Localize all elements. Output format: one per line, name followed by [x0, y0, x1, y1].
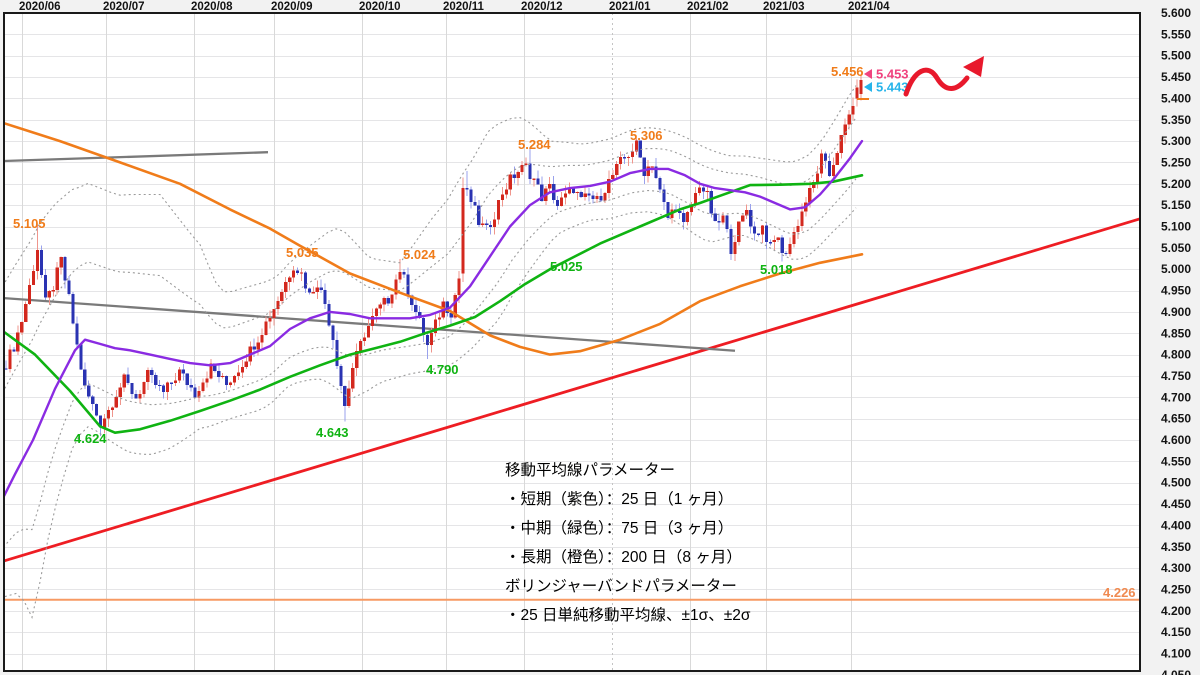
- price-annotation: 5.024: [403, 247, 436, 262]
- x-axis-label: 2020/09: [271, 1, 313, 13]
- y-axis-label: 4.550: [1161, 454, 1191, 468]
- y-axis-label: 4.300: [1161, 561, 1191, 575]
- x-axis: 2020/06 2020/07 2020/08 2020/09 2020/10 2020/…: [19, 1, 890, 13]
- trend-arrow-head-icon: [963, 56, 984, 77]
- price-marker-triangle-icon: [864, 82, 872, 92]
- price-annotation: 4.790: [426, 362, 459, 377]
- ma-line-200-day: [4, 121, 864, 356]
- y-axis-label: 4.950: [1161, 284, 1191, 298]
- y-axis-label: 4.450: [1161, 497, 1191, 511]
- x-axis-label: 2021/02: [687, 1, 729, 13]
- bollinger-band-minus1-sigma: [4, 178, 857, 548]
- price-marker-label: 5.453: [876, 67, 909, 82]
- bollinger-band-minus2-sigma: [4, 207, 857, 619]
- price-annotation: 5.456: [831, 64, 864, 79]
- price-annotation: 5.306: [630, 128, 663, 143]
- y-axis-label: 5.600: [1161, 6, 1191, 20]
- note-line-mid-term: ・中期（緑色）：75 日（3 ヶ月）: [505, 520, 734, 537]
- support-trendline-red: [4, 217, 1140, 563]
- y-axis-label: 4.150: [1161, 625, 1191, 639]
- y-axis-label: 4.750: [1161, 369, 1191, 383]
- ma-line-25-day: [4, 139, 864, 499]
- y-axis-label: 4.900: [1161, 305, 1191, 319]
- note-line-long-term: ・長期（橙色）：200 日（8 ヶ月）: [505, 549, 742, 566]
- y-axis-label: 4.700: [1161, 390, 1191, 404]
- y-axis: 5.600 5.550 5.500 5.450 5.400 5.350 5.300 5.250…: [1161, 6, 1191, 675]
- y-axis-label: 5.300: [1161, 134, 1191, 148]
- h-gridlines: [4, 13, 1140, 655]
- y-axis-label: 5.250: [1161, 155, 1191, 169]
- price-annotation: 4.643: [316, 425, 349, 440]
- x-axis-label: 2021/04: [848, 1, 890, 13]
- x-axis-label: 2020/08: [191, 1, 233, 13]
- y-axis-label: 4.500: [1161, 476, 1191, 490]
- y-axis-label: 4.100: [1161, 647, 1191, 661]
- note-title-bollinger: ボリンジャーバンドパラメーター: [505, 578, 737, 595]
- y-axis-label: 4.650: [1161, 412, 1191, 426]
- note-title-ma: 移動平均線パラメーター: [505, 462, 676, 479]
- x-axis-label: 2020/12: [521, 1, 563, 13]
- price-marker-triangle-icon: [864, 69, 872, 79]
- price-annotation: 4.226: [1103, 585, 1136, 600]
- y-axis-label: 4.800: [1161, 348, 1191, 362]
- x-axis-label: 2020/10: [359, 1, 401, 13]
- note-line-bollinger: ・25 日単純移動平均線、±1σ、±2σ: [505, 607, 751, 624]
- y-axis-label: 4.200: [1161, 604, 1191, 618]
- price-annotation: 5.105: [13, 216, 46, 231]
- price-annotations: 5.105 5.035 5.024 5.284 5.306 5.456 4.624 4.643…: [13, 64, 1136, 600]
- x-axis-label: 2020/07: [103, 1, 145, 13]
- gray-trendline-upper: [4, 151, 269, 163]
- y-axis-label: 5.150: [1161, 198, 1191, 212]
- note-line-short-term: ・短期（紫色）：25 日（1 ヶ月）: [505, 491, 734, 508]
- x-axis-label: 2020/06: [19, 1, 61, 13]
- y-axis-label: 5.400: [1161, 91, 1191, 105]
- y-axis-label: 4.050: [1161, 668, 1191, 675]
- plot-bg: [4, 13, 1140, 671]
- y-axis-label: 4.400: [1161, 518, 1191, 532]
- v-gridlines: [22, 13, 852, 671]
- plot-layer: [4, 13, 1140, 671]
- price-annotation: 5.025: [550, 259, 583, 274]
- parameter-note: 移動平均線パラメーター ・短期（紫色）：25 日（1 ヶ月） ・中期（緑色）：7…: [505, 456, 750, 630]
- y-axis-label: 5.450: [1161, 70, 1191, 84]
- price-annotation: 5.035: [286, 245, 319, 260]
- y-axis-label: 5.550: [1161, 27, 1191, 41]
- ma-line-75-day: [4, 174, 864, 435]
- y-axis-label: 5.100: [1161, 220, 1191, 234]
- candles: [4, 74, 863, 436]
- y-axis-label: 5.000: [1161, 262, 1191, 276]
- plot-border: [3, 12, 1141, 672]
- y-axis-label: 4.250: [1161, 582, 1191, 596]
- y-axis-label: 4.350: [1161, 540, 1191, 554]
- price-annotation: 4.624: [74, 431, 107, 446]
- y-axis-label: 4.850: [1161, 326, 1191, 340]
- x-axis-label: 2020/11: [443, 1, 485, 13]
- price-annotation: 5.284: [518, 137, 551, 152]
- y-axis-label: 5.500: [1161, 49, 1191, 63]
- y-axis-label: 5.050: [1161, 241, 1191, 255]
- price-annotation: 5.018: [760, 262, 793, 277]
- y-axis-label: 4.600: [1161, 433, 1191, 447]
- trend-arrow: [903, 67, 970, 97]
- x-axis-label: 2021/01: [609, 1, 651, 13]
- x-axis-label: 2021/03: [763, 1, 805, 13]
- y-axis-label: 5.200: [1161, 177, 1191, 191]
- price-marker-label: 5.443: [876, 80, 909, 95]
- y-axis-label: 5.350: [1161, 113, 1191, 127]
